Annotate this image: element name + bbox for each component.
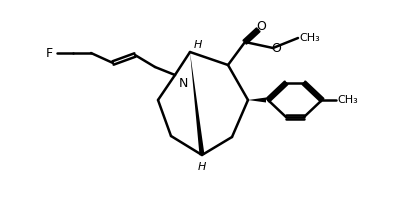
Text: F: F <box>45 47 53 60</box>
Polygon shape <box>248 97 266 103</box>
Text: O: O <box>256 20 266 33</box>
Text: H: H <box>198 162 206 172</box>
Text: N: N <box>178 76 188 89</box>
Text: CH₃: CH₃ <box>300 33 321 43</box>
Text: H: H <box>194 40 202 50</box>
Text: CH₃: CH₃ <box>337 95 358 105</box>
Polygon shape <box>190 52 204 155</box>
Text: O: O <box>271 41 281 55</box>
